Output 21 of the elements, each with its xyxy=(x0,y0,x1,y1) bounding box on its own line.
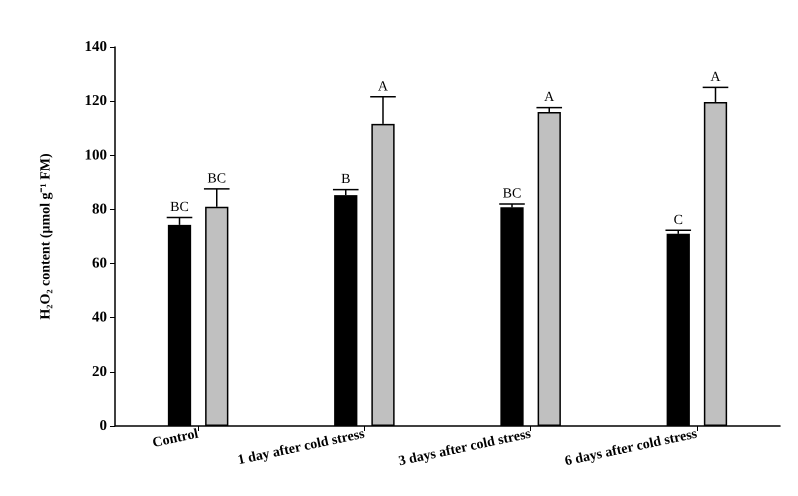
data-label: C xyxy=(674,212,683,228)
data-label: B xyxy=(341,172,350,188)
data-label: BC xyxy=(502,186,522,202)
y-tick-label: 120 xyxy=(84,93,107,110)
x-tick-label: 3 days after cold stress xyxy=(397,426,533,470)
y-tick-label: 20 xyxy=(92,364,107,380)
x-tick-label: 6 days after cold stress xyxy=(564,426,699,470)
x-tick-label: Control xyxy=(151,426,200,451)
y-tick-label: 80 xyxy=(92,201,107,218)
data-label: A xyxy=(378,79,389,94)
y-tick-label: 140 xyxy=(84,39,107,55)
data-label: A xyxy=(544,90,556,106)
y-tick-label: 100 xyxy=(84,147,107,164)
x-tick-label: 1 day after cold stress xyxy=(236,426,366,468)
data-label: BC xyxy=(207,171,226,186)
data-label: A xyxy=(710,70,722,85)
data-label: BC xyxy=(170,200,189,216)
y-tick-label: 40 xyxy=(92,310,107,326)
y-tick-label: 0 xyxy=(100,418,107,434)
y-axis-title: H₂O₂ content (μmol g⁻¹ FM) xyxy=(38,153,54,320)
y-tick-label: 60 xyxy=(92,256,107,272)
